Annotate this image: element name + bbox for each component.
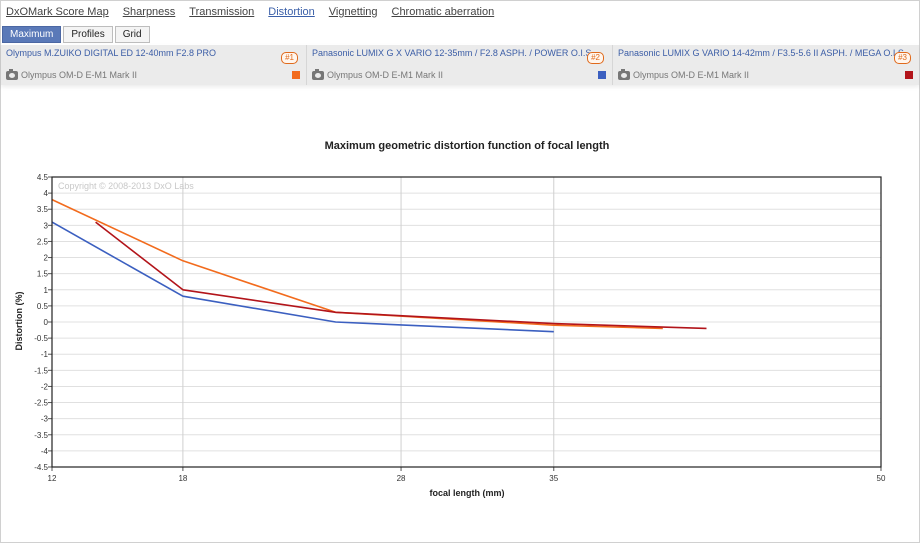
chart-title: Maximum geometric distortion function of… — [325, 140, 610, 152]
distortion-chart: Maximum geometric distortion function of… — [14, 140, 886, 498]
lens-name-link[interactable]: Olympus M.ZUIKO DIGITAL ED 12-40mm F2.8 … — [6, 48, 217, 58]
lens-card-3: Panasonic LUMIX G VARIO 14-42mm / F3.5-5… — [613, 45, 919, 85]
copyright-watermark: Copyright © 2008-2013 DxO Labs — [58, 181, 194, 191]
lens-rank-badge: #1 — [281, 52, 298, 64]
y-tick-label: -0.5 — [34, 334, 48, 343]
y-tick-label: 3.5 — [37, 205, 49, 214]
lens-rank-badge: #3 — [894, 52, 911, 64]
y-tick-label: -1 — [41, 350, 49, 359]
nav-score-map[interactable]: DxOMark Score Map — [6, 6, 109, 18]
y-tick-label: 1.5 — [37, 270, 49, 279]
series-line-lens1 — [51, 198, 663, 330]
top-navigation: DxOMark Score Map Sharpness Transmission… — [0, 0, 918, 24]
lens-name-link[interactable]: Panasonic LUMIX G X VARIO 12-35mm / F2.8… — [312, 48, 594, 58]
camera-icon — [312, 68, 324, 80]
y-tick-label: -2.5 — [34, 399, 48, 408]
y-tick-label: -4 — [41, 447, 49, 456]
y-tick-label: 4 — [44, 189, 49, 198]
lens-rank-badge: #2 — [587, 52, 604, 64]
y-tick-label: 1 — [44, 286, 49, 295]
lens-name-link[interactable]: Panasonic LUMIX G VARIO 14-42mm / F3.5-5… — [618, 48, 907, 58]
x-tick-label: 50 — [877, 474, 886, 483]
nav-transmission[interactable]: Transmission — [189, 6, 255, 18]
x-tick-label: 28 — [397, 474, 406, 483]
y-tick-label: 0 — [44, 318, 49, 327]
x-tick-label: 18 — [178, 474, 187, 483]
lens-comparison-bar: Olympus M.ZUIKO DIGITAL ED 12-40mm F2.8 … — [1, 45, 919, 85]
plot-area: -4.5 -4 -3.5 -3 -2.5 -2 -1.5 -1 -0.5 0 0.5 1 1.5 2 2.5… — [34, 173, 886, 483]
lens-card-2: Panasonic LUMIX G X VARIO 12-35mm / F2.8… — [307, 45, 613, 85]
tab-maximum[interactable]: Maximum — [2, 26, 62, 43]
series-line-lens2 — [51, 221, 554, 333]
camera-name: Olympus OM-D E-M1 Mark II — [633, 70, 750, 80]
y-tick-label: -3 — [41, 415, 49, 424]
nav-vignetting[interactable]: Vignetting — [328, 6, 378, 18]
x-tick-label: 35 — [549, 474, 558, 483]
view-tabs: Maximum Profiles Grid — [2, 26, 150, 43]
x-axis-label: focal length (mm) — [429, 488, 504, 498]
y-tick-label: 0.5 — [37, 302, 49, 311]
y-tick-label: -3.5 — [34, 431, 48, 440]
tab-profiles[interactable]: Profiles — [63, 26, 113, 43]
series-color-swatch — [292, 71, 300, 79]
nav-chromatic-aberration[interactable]: Chromatic aberration — [391, 6, 495, 18]
y-tick-label: 2.5 — [37, 237, 49, 246]
camera-name: Olympus OM-D E-M1 Mark II — [327, 70, 444, 80]
y-tick-label: 4.5 — [37, 173, 49, 182]
camera-icon — [618, 68, 630, 80]
camera-name: Olympus OM-D E-M1 Mark II — [21, 70, 138, 80]
lens-camera: Olympus OM-D E-M1 Mark II — [618, 68, 750, 80]
y-tick-label: -1.5 — [34, 366, 48, 375]
nav-sharpness[interactable]: Sharpness — [122, 6, 176, 18]
series-color-swatch — [598, 71, 606, 79]
x-tick-label: 12 — [48, 474, 57, 483]
series-line-lens3 — [95, 221, 707, 330]
lens-camera: Olympus OM-D E-M1 Mark II — [6, 68, 138, 80]
series-color-swatch — [905, 71, 913, 79]
plot-border — [51, 176, 882, 468]
y-tick-label: -2 — [41, 382, 49, 391]
y-axis-label: Distortion (%) — [14, 292, 24, 351]
y-tick-label: 3 — [44, 221, 49, 230]
y-tick-label: 2 — [44, 254, 49, 263]
camera-icon — [6, 68, 18, 80]
lens-camera: Olympus OM-D E-M1 Mark II — [312, 68, 444, 80]
lens-card-1: Olympus M.ZUIKO DIGITAL ED 12-40mm F2.8 … — [1, 45, 307, 85]
tab-grid[interactable]: Grid — [114, 26, 150, 43]
y-tick-label: -4.5 — [34, 463, 48, 472]
nav-distortion[interactable]: Distortion — [268, 6, 315, 18]
